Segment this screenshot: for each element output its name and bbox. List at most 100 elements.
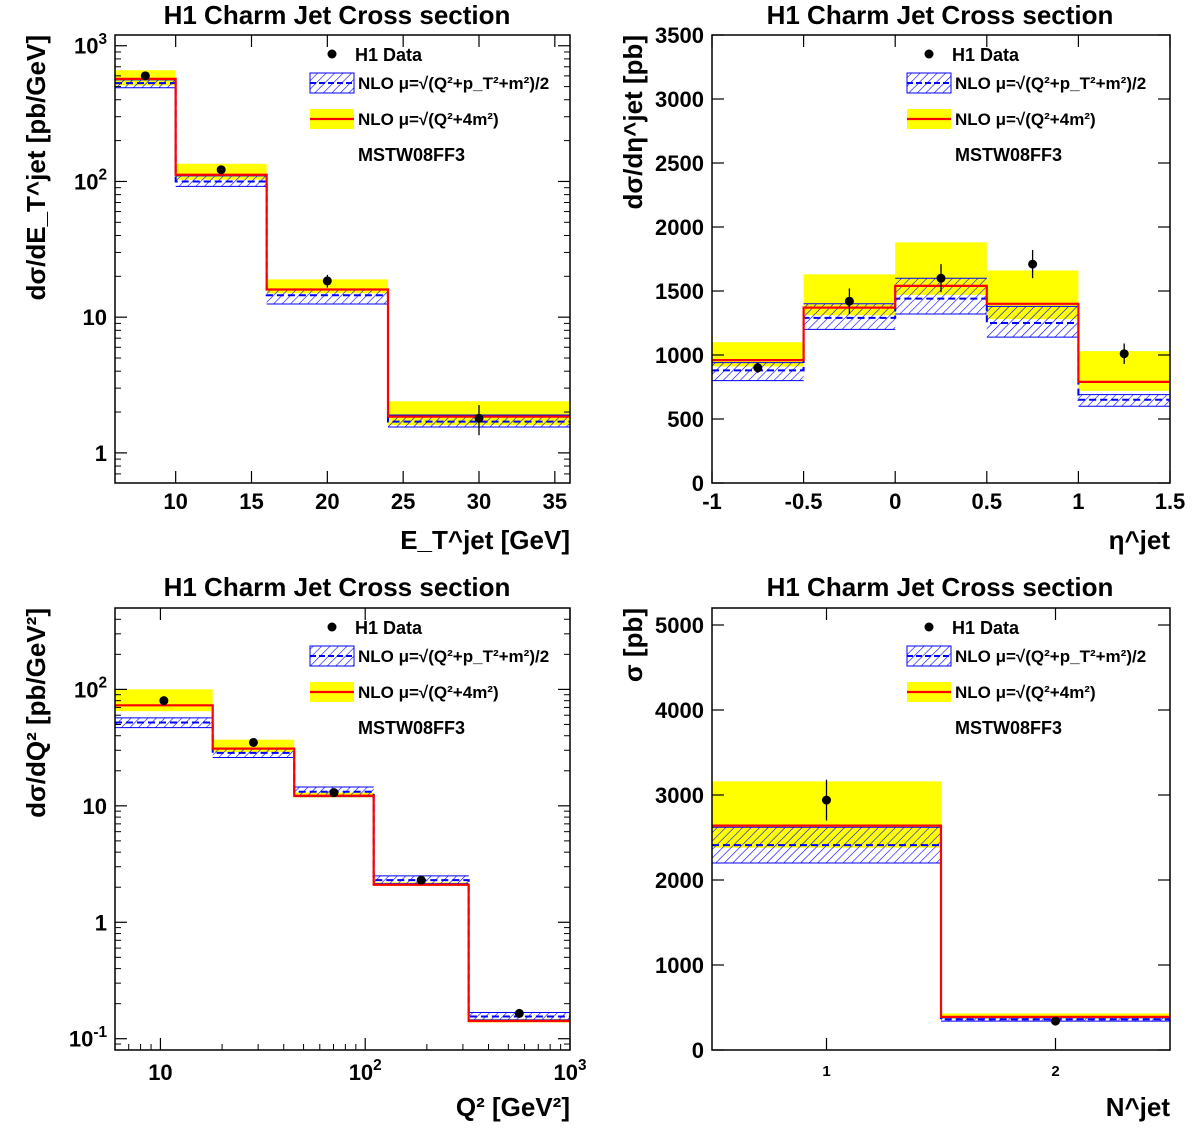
nlo2-line xyxy=(115,704,570,1023)
x-axis-label: η^jet xyxy=(1109,525,1171,555)
legend-data-label: H1 Data xyxy=(952,45,1020,65)
legend-pdf-label: MSTW08FF3 xyxy=(955,145,1062,165)
y-tick-label: 1000 xyxy=(655,953,704,978)
nlo2-line xyxy=(115,77,570,418)
y-tick-label: 1 xyxy=(95,910,107,935)
plot-frame xyxy=(711,34,1171,484)
panel-title: H1 Charm Jet Cross section xyxy=(164,572,511,602)
data-point xyxy=(216,165,226,175)
data-point xyxy=(322,276,332,286)
y-axis-label: σ [pb] xyxy=(618,608,648,682)
legend-pdf-label: MSTW08FF3 xyxy=(955,718,1062,738)
legend-data-marker xyxy=(327,622,337,632)
data-point xyxy=(1028,259,1038,269)
panel-1: H1 Charm Jet Cross section 1 10 102 103 10 15 2… xyxy=(21,0,571,555)
x-tick-label: 35 xyxy=(543,489,567,514)
legend-nlo1-label: NLO μ=√(Q²+p_T²+m²)/2 xyxy=(955,74,1146,93)
legend-nlo1-label: NLO μ=√(Q²+p_T²+m²)/2 xyxy=(358,74,549,93)
panel-2: H1 Charm Jet Cross section 0 500 1000 1500 20… xyxy=(618,0,1185,555)
legend-nlo1-label: NLO μ=√(Q²+p_T²+m²)/2 xyxy=(358,647,549,666)
legend-nlo1-label: NLO μ=√(Q²+p_T²+m²)/2 xyxy=(955,647,1146,666)
y-tick-label: 3500 xyxy=(655,23,704,48)
nlo1-line xyxy=(115,721,570,1018)
legend-nlo2-label: NLO μ=√(Q²+4m²) xyxy=(358,683,499,702)
x-tick-label: 1 xyxy=(1072,489,1084,514)
y-tick-label: 102 xyxy=(74,167,107,195)
data-point xyxy=(248,737,258,747)
panel-title: H1 Charm Jet Cross section xyxy=(164,0,511,30)
panel-3: H1 Charm Jet Cross section 10-1 1 10 102 10 10… xyxy=(21,572,587,1122)
data-point xyxy=(753,363,763,373)
x-tick-label: 10 xyxy=(163,489,187,514)
plot-frame xyxy=(114,607,571,1051)
plot-frame xyxy=(114,34,571,484)
data-point xyxy=(844,296,854,306)
y-tick-label: 1000 xyxy=(655,343,704,368)
data-point xyxy=(514,1008,524,1018)
y-tick-label: 3000 xyxy=(655,783,704,808)
data-point xyxy=(140,71,150,81)
x-tick-label: 0 xyxy=(889,489,901,514)
y-tick-label: 2000 xyxy=(655,868,704,893)
y-tick-label: 103 xyxy=(74,31,107,59)
data-point xyxy=(936,273,946,283)
y-tick-label: 5000 xyxy=(655,613,704,638)
y-tick-label: 1500 xyxy=(655,279,704,304)
data-point xyxy=(416,875,426,885)
legend-nlo2-label: NLO μ=√(Q²+4m²) xyxy=(955,110,1096,129)
y-tick-label: 10-1 xyxy=(69,1024,108,1052)
data-point xyxy=(474,413,484,423)
x-tick-label: -0.5 xyxy=(785,489,823,514)
y-tick-label: 2500 xyxy=(655,151,704,176)
y-tick-label: 500 xyxy=(667,407,704,432)
data-point xyxy=(822,795,831,805)
x-axis-label: Q² [GeV²] xyxy=(456,1092,570,1122)
nlo1-line xyxy=(115,82,570,423)
x-tick-label: 1 xyxy=(822,1063,830,1080)
x-tick-label: 102 xyxy=(349,1057,382,1085)
y-axis-label: dσ/dη^jet [pb] xyxy=(618,35,648,209)
data-point xyxy=(1051,1016,1060,1026)
y-axis-label: dσ/dQ² [pb/GeV²] xyxy=(21,608,51,818)
legend-data-label: H1 Data xyxy=(355,618,423,638)
y-tick-label: 0 xyxy=(692,1038,704,1063)
x-axis-label: E_T^jet [GeV] xyxy=(400,525,570,555)
legend-data-label: H1 Data xyxy=(952,618,1020,638)
data-point xyxy=(329,788,339,798)
x-tick-label: -1 xyxy=(702,489,722,514)
panel-title: H1 Charm Jet Cross section xyxy=(767,572,1114,602)
y-tick-label: 0 xyxy=(692,471,704,496)
x-tick-label: 1.5 xyxy=(1155,489,1186,514)
nlo1-band xyxy=(115,79,176,88)
y-tick-label: 10 xyxy=(83,794,107,819)
legend-pdf-label: MSTW08FF3 xyxy=(358,145,465,165)
legend-pdf-label: MSTW08FF3 xyxy=(358,718,465,738)
y-tick-label: 1 xyxy=(95,441,107,466)
legend-data-marker xyxy=(924,622,934,632)
x-tick-label: 0.5 xyxy=(972,489,1003,514)
y-tick-label: 3000 xyxy=(655,87,704,112)
x-tick-label: 20 xyxy=(315,489,339,514)
y-tick-label: 4000 xyxy=(655,698,704,723)
y-axis-label: dσ/dE_T^jet [pb/GeV] xyxy=(21,35,51,301)
legend-nlo2-label: NLO μ=√(Q²+4m²) xyxy=(358,110,499,129)
panel-4: H1 Charm Jet Cross section 0 1000 2000 3000 4… xyxy=(618,572,1171,1122)
legend-data-marker xyxy=(327,49,337,59)
nlo1-band xyxy=(266,289,388,305)
panel-title: H1 Charm Jet Cross section xyxy=(767,0,1114,30)
data-point xyxy=(1119,349,1129,359)
legend-data-label: H1 Data xyxy=(355,45,423,65)
x-tick-label: 103 xyxy=(553,1057,586,1085)
y-tick-label: 102 xyxy=(74,674,107,702)
legend-nlo2-label: NLO μ=√(Q²+4m²) xyxy=(955,683,1096,702)
x-axis-label: N^jet xyxy=(1106,1092,1171,1122)
y-tick-label: 10 xyxy=(83,305,107,330)
legend-data-marker xyxy=(924,49,934,59)
x-tick-label: 15 xyxy=(239,489,263,514)
x-tick-label: 10 xyxy=(148,1060,172,1085)
x-tick-label: 2 xyxy=(1051,1063,1059,1080)
data-point xyxy=(159,696,169,706)
plot-frame xyxy=(711,607,1171,1051)
